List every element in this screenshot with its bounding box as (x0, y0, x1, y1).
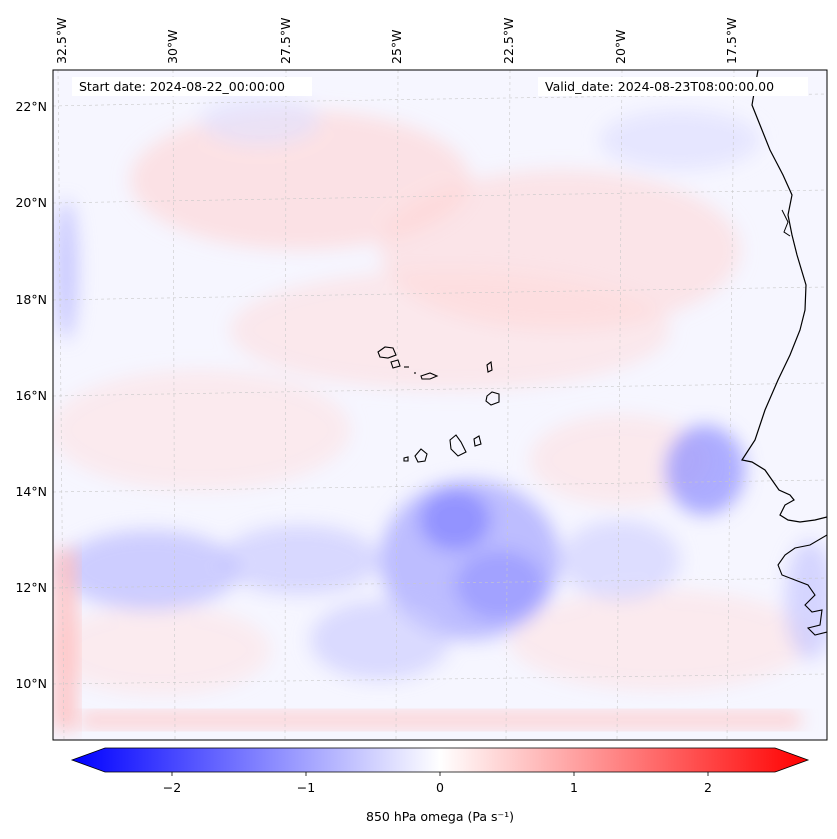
lon-label: 20°W (613, 29, 628, 64)
longitude-labels: 32.5°W 30°W 27.5°W 25°W 22.5°W 20°W 17.5… (54, 18, 739, 64)
lon-label: 25°W (389, 29, 404, 64)
cape-verde-islands (377, 346, 500, 463)
valid-date-box (538, 77, 808, 96)
lat-label: 14°N (15, 484, 47, 499)
colorbar-label: 850 hPa omega (Pa s⁻¹) (366, 809, 514, 824)
coastline-guinea (777, 534, 827, 636)
colorbar-tick-label: −2 (163, 780, 181, 795)
lat-label: 10°N (15, 676, 47, 691)
colorbar-tick-label: 0 (436, 780, 444, 795)
lon-label: 30°W (165, 29, 180, 64)
colorbar-tick-label: 2 (704, 780, 712, 795)
colorbar: −2 −1 0 1 2 850 hPa omega (Pa s⁻¹) (70, 747, 810, 824)
coast-inlet (781, 209, 791, 237)
start-date-label: Start date: 2024-08-22_00:00:00 (79, 79, 285, 94)
valid-date-label: Valid_date: 2024-08-23T08:00:00.00 (545, 79, 774, 94)
colorbar-tick-label: 1 (570, 780, 578, 795)
omega-field (53, 70, 827, 740)
lon-label: 22.5°W (501, 18, 516, 64)
colorbar-body (70, 747, 810, 773)
graticule (53, 70, 827, 740)
coastline-africa (741, 70, 827, 523)
lon-label: 27.5°W (278, 18, 293, 64)
lat-label: 22°N (15, 99, 47, 114)
lon-label: 32.5°W (54, 18, 69, 64)
lat-label: 12°N (15, 580, 47, 595)
map-frame (52, 69, 828, 741)
latitude-labels: 22°N 20°N 18°N 16°N 14°N 12°N 10°N (15, 99, 47, 691)
lat-label: 20°N (15, 195, 47, 210)
lon-label: 17.5°W (724, 18, 739, 64)
lat-label: 18°N (15, 292, 47, 307)
colorbar-tick-label: −1 (297, 780, 315, 795)
lat-label: 16°N (15, 388, 47, 403)
start-date-box (72, 77, 312, 96)
